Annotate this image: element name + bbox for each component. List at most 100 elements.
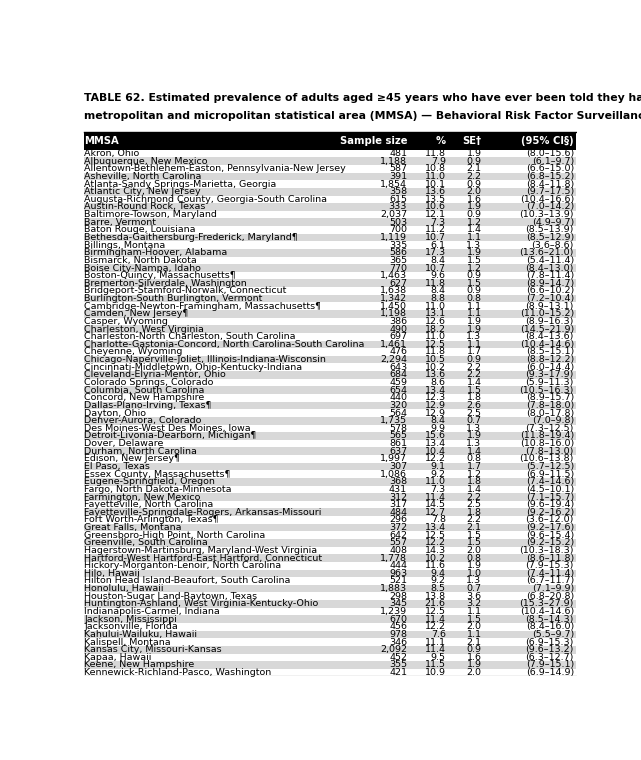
Text: 9.2: 9.2 xyxy=(431,470,445,479)
Text: Austin-Round Rock, Texas: Austin-Round Rock, Texas xyxy=(84,202,206,211)
Text: Billings, Montana: Billings, Montana xyxy=(84,241,165,249)
Bar xyxy=(84,654,576,661)
Text: 391: 391 xyxy=(389,172,407,181)
Bar xyxy=(84,371,576,378)
Text: 0.7: 0.7 xyxy=(467,416,481,425)
Text: 408: 408 xyxy=(389,546,407,555)
Text: 11.8: 11.8 xyxy=(425,279,445,288)
Text: (3.6–12.0): (3.6–12.0) xyxy=(526,515,574,524)
Text: (10.4–14.6): (10.4–14.6) xyxy=(520,340,574,349)
Text: 13.4: 13.4 xyxy=(424,385,445,394)
Text: Essex County, Massachusetts¶: Essex County, Massachusetts¶ xyxy=(84,470,231,479)
Text: (8.4–16.0): (8.4–16.0) xyxy=(526,622,574,632)
Text: 1.6: 1.6 xyxy=(467,653,481,662)
Text: 2.6: 2.6 xyxy=(467,401,481,410)
Text: 1.2: 1.2 xyxy=(467,264,481,273)
Text: MMSA: MMSA xyxy=(84,136,119,146)
Text: (8.0–17.8): (8.0–17.8) xyxy=(526,409,574,417)
Bar xyxy=(84,516,576,524)
Text: 1.1: 1.1 xyxy=(467,309,481,318)
Text: 386: 386 xyxy=(389,317,407,326)
Text: Bismarck, North Dakota: Bismarck, North Dakota xyxy=(84,256,197,265)
Text: 7.9: 7.9 xyxy=(431,157,445,166)
Text: 637: 637 xyxy=(389,447,407,456)
Bar xyxy=(84,508,576,516)
Text: 1.9: 1.9 xyxy=(467,202,481,211)
Text: (9.3–17.9): (9.3–17.9) xyxy=(526,370,574,379)
Text: 11.0: 11.0 xyxy=(425,477,445,486)
Text: Bremerton-Silverdale, Washington: Bremerton-Silverdale, Washington xyxy=(84,279,247,288)
Text: 9.1: 9.1 xyxy=(431,462,445,471)
Bar xyxy=(84,325,576,333)
Text: Barre, Vermont: Barre, Vermont xyxy=(84,217,156,226)
Text: 1.9: 1.9 xyxy=(467,660,481,670)
Text: 490: 490 xyxy=(389,325,407,334)
Text: (6.9–15.3): (6.9–15.3) xyxy=(526,638,574,647)
Text: 7.8: 7.8 xyxy=(431,515,445,524)
Text: 565: 565 xyxy=(389,432,407,441)
Text: 13.6: 13.6 xyxy=(424,187,445,196)
Text: 627: 627 xyxy=(389,279,407,288)
Text: 13.4: 13.4 xyxy=(424,523,445,532)
Bar xyxy=(84,401,576,409)
Text: (10.6–13.8): (10.6–13.8) xyxy=(520,454,574,464)
Text: 3.6: 3.6 xyxy=(467,592,481,600)
Text: 2.0: 2.0 xyxy=(467,622,481,632)
Text: (8.5–14.3): (8.5–14.3) xyxy=(526,615,574,624)
Text: 11.2: 11.2 xyxy=(425,226,445,234)
Bar xyxy=(84,554,576,562)
Bar xyxy=(84,501,576,508)
Text: Charleston, West Virginia: Charleston, West Virginia xyxy=(84,325,204,334)
Text: 2.1: 2.1 xyxy=(467,164,481,173)
Bar xyxy=(84,356,576,363)
Text: 557: 557 xyxy=(389,538,407,547)
Text: 1.5: 1.5 xyxy=(467,615,481,624)
Bar xyxy=(84,546,576,554)
Text: Boise City-Nampa, Idaho: Boise City-Nampa, Idaho xyxy=(84,264,201,273)
Text: 0.8: 0.8 xyxy=(467,553,481,562)
Text: Fayetteville, North Carolina: Fayetteville, North Carolina xyxy=(84,500,213,509)
Text: 2.1: 2.1 xyxy=(467,638,481,647)
Text: Atlantic City, New Jersey: Atlantic City, New Jersey xyxy=(84,187,201,196)
Text: (8.9–16.3): (8.9–16.3) xyxy=(526,317,574,326)
Bar xyxy=(84,638,576,646)
Text: 1.4: 1.4 xyxy=(467,485,481,494)
Bar xyxy=(84,157,576,165)
Text: 2.2: 2.2 xyxy=(467,172,481,181)
Text: 0.9: 0.9 xyxy=(467,271,481,280)
Text: 963: 963 xyxy=(389,568,407,578)
Text: (7.1–15.7): (7.1–15.7) xyxy=(526,492,574,502)
Bar xyxy=(84,486,576,493)
Text: 684: 684 xyxy=(389,370,407,379)
Text: 9.9: 9.9 xyxy=(431,424,445,433)
Text: (8.6–11.8): (8.6–11.8) xyxy=(526,553,574,562)
Text: 11.4: 11.4 xyxy=(425,645,445,654)
Text: 9.6: 9.6 xyxy=(431,271,445,280)
Text: Kapaa, Hawaii: Kapaa, Hawaii xyxy=(84,653,151,662)
Text: Chicago-Naperville-Joliet, Illinois-Indiana-Wisconsin: Chicago-Naperville-Joliet, Illinois-Indi… xyxy=(84,355,326,364)
Text: 1.2: 1.2 xyxy=(467,217,481,226)
Text: (9.2–16.2): (9.2–16.2) xyxy=(526,508,574,517)
Bar xyxy=(84,394,576,401)
Text: Edison, New Jersey¶: Edison, New Jersey¶ xyxy=(84,454,180,464)
Text: (8.8–12.2): (8.8–12.2) xyxy=(526,355,574,364)
Text: Augusta-Richmond County, Georgia-South Carolina: Augusta-Richmond County, Georgia-South C… xyxy=(84,195,327,204)
Text: (7.9–15.1): (7.9–15.1) xyxy=(526,660,574,670)
Text: 0.9: 0.9 xyxy=(467,210,481,219)
Text: (95% CI§): (95% CI§) xyxy=(521,136,574,146)
Bar xyxy=(84,310,576,318)
Text: 10.1: 10.1 xyxy=(425,179,445,188)
Bar xyxy=(84,600,576,608)
Text: 1.3: 1.3 xyxy=(467,424,481,433)
Text: 9.2: 9.2 xyxy=(431,577,445,585)
Bar xyxy=(84,226,576,233)
Text: %: % xyxy=(436,136,445,146)
Text: 642: 642 xyxy=(389,530,407,540)
Text: (8.5–15.1): (8.5–15.1) xyxy=(526,347,574,356)
Text: Huntington-Ashland, West Virginia-Kentucky-Ohio: Huntington-Ashland, West Virginia-Kentuc… xyxy=(84,600,319,609)
Text: 2.2: 2.2 xyxy=(467,515,481,524)
Text: (13.6–21.0): (13.6–21.0) xyxy=(520,249,574,258)
Text: (5.7–12.5): (5.7–12.5) xyxy=(526,462,574,471)
Text: (5.9–11.3): (5.9–11.3) xyxy=(526,378,574,387)
Text: (7.0–9.8): (7.0–9.8) xyxy=(531,416,574,425)
